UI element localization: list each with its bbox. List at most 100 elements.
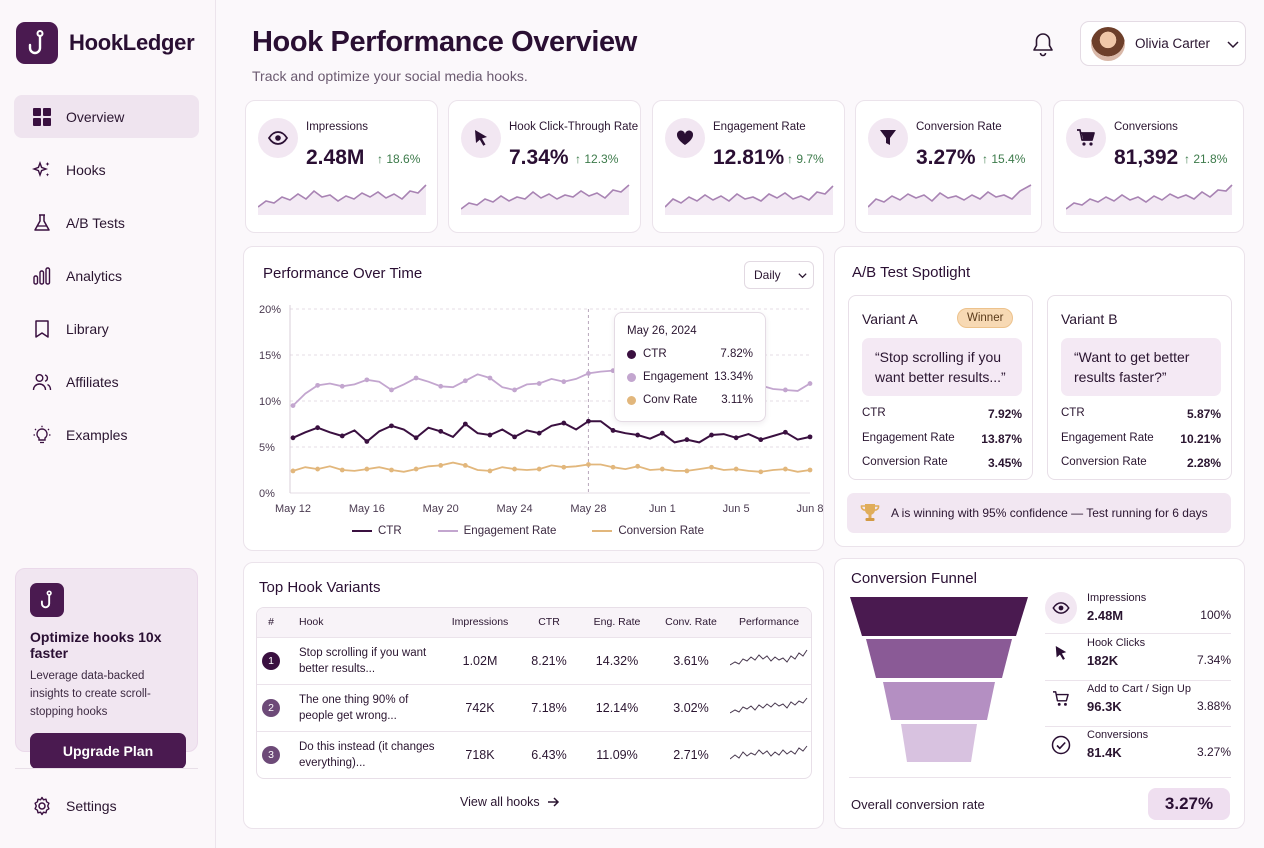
sidebar-item-label: Analytics <box>66 267 123 284</box>
variant-quote: “Want to get better results faster?” <box>1061 338 1221 396</box>
variant-a-card[interactable]: Variant A Winner “Stop scrolling if you … <box>848 295 1033 480</box>
conversion-dot <box>627 395 636 405</box>
sidebar-item-examples[interactable]: Examples <box>14 413 199 456</box>
data-point <box>561 379 567 385</box>
metric-value: 5.87% <box>1186 407 1221 421</box>
metric-value: 3.45% <box>987 456 1022 470</box>
legend-item-engagement[interactable]: Engagement Rate <box>437 525 556 537</box>
performance-cell <box>727 731 811 778</box>
funnel-stage-conversions[interactable] <box>901 724 977 762</box>
data-point <box>709 432 714 438</box>
table-row[interactable]: 1 Stop scrolling if you want better resu… <box>257 637 811 685</box>
cursor-icon <box>1045 637 1077 669</box>
kpi-label: Conversion Rate <box>916 121 1002 133</box>
performance-cell <box>727 637 811 685</box>
users-icon <box>32 373 52 390</box>
funnel-value: 182K <box>1087 653 1119 668</box>
range-select[interactable]: Daily <box>744 261 814 289</box>
column-header[interactable]: Conv. Rate <box>655 608 727 638</box>
kpi-change: ↑ 9.7% <box>787 152 824 166</box>
arrow-right-icon <box>547 797 559 807</box>
ctr-cell: 8.21% <box>519 637 579 685</box>
funnel-stage-hook-clicks[interactable] <box>866 639 1012 678</box>
upgrade-title: Optimize hooks 10x faster <box>30 629 162 661</box>
gear-icon <box>34 796 50 816</box>
metric-value: 2.28% <box>1186 456 1221 470</box>
column-header[interactable]: Eng. Rate <box>579 608 655 638</box>
sidebar-item-label: Hooks <box>66 161 106 178</box>
kpi-change-value: 12.3% <box>584 152 619 166</box>
column-header[interactable]: CTR <box>519 608 579 638</box>
column-header[interactable]: Hook <box>285 608 441 638</box>
sidebar-item-analytics[interactable]: Analytics <box>14 254 199 297</box>
kpi-card-conversions[interactable]: Conversions 81,392 ↑ 21.8% <box>1053 100 1244 233</box>
funnel-row-hook-clicks[interactable]: Hook Clicks 182K 7.34% <box>1045 635 1231 681</box>
lightbulb-icon <box>33 425 51 443</box>
tooltip-label: Engagement <box>643 371 709 383</box>
kpi-change-value: 18.6% <box>386 152 421 166</box>
funnel-stage-impressions[interactable] <box>850 597 1028 636</box>
view-all-hooks-link[interactable]: View all hooks <box>460 795 560 809</box>
metric-label: Engagement Rate <box>862 432 955 444</box>
legend-item-conversion[interactable]: Conversion Rate <box>592 525 704 537</box>
hook-logo-icon <box>30 583 64 617</box>
table-row[interactable]: 2 The one thing 90% of people get wrong.… <box>257 684 811 732</box>
kpi-change: ↑ 18.6% <box>377 152 421 166</box>
sidebar-item-ab-tests[interactable]: A/B Tests <box>14 201 199 244</box>
data-point <box>684 468 690 474</box>
data-point <box>782 387 788 393</box>
upgrade-text: Leverage data-backed insights to create … <box>30 670 151 718</box>
user-menu[interactable]: Olivia Carter <box>1080 21 1246 66</box>
divider <box>849 777 1231 778</box>
kpi-label: Hook Click-Through Rate <box>509 121 639 133</box>
funnel-row-conversions[interactable]: Conversions 81.4K 3.27% <box>1045 727 1231 767</box>
data-point <box>512 387 517 393</box>
metric-row: Engagement Rate 13.87% <box>862 432 1022 446</box>
section-title: Performance Over Time <box>263 265 423 282</box>
data-point <box>364 377 370 383</box>
funnel-row-add-to-cart[interactable]: Add to Cart / Sign Up 96.3K 3.88% <box>1045 681 1231 727</box>
kpi-card-engagement[interactable]: Engagement Rate 12.81% ↑ 9.7% <box>652 100 845 233</box>
kpi-value: 7.34% <box>509 146 569 169</box>
kpi-card-conversion-rate[interactable]: Conversion Rate 3.27% ↑ 15.4% <box>855 100 1042 233</box>
sidebar-item-label: Affiliates <box>66 373 119 390</box>
kpi-change: ↑ 12.3% <box>575 152 619 166</box>
data-point <box>635 432 641 438</box>
sidebar-item-settings[interactable]: Settings <box>32 796 117 816</box>
sidebar-item-overview[interactable]: Overview <box>14 95 199 138</box>
sidebar-item-hooks[interactable]: Hooks <box>14 148 199 191</box>
kpi-card-impressions[interactable]: Impressions 2.48M ↑ 18.6% <box>245 100 438 233</box>
chart-tooltip: May 26, 2024 CTR 7.82% Engagement 13.34% C… <box>614 312 766 422</box>
kpi-value: 12.81% <box>713 146 785 169</box>
metric-row: Engagement Rate 10.21% <box>1061 432 1221 446</box>
kpi-card-ctr[interactable]: Hook Click-Through Rate 7.34% ↑ 12.3% <box>448 100 641 233</box>
settings-label: Settings <box>66 798 117 814</box>
kpi-change: ↑ 21.8% <box>1184 152 1228 166</box>
performance-line-chart[interactable]: 0% 5% 10% 15% 20% May 12 May 16 May 20 May 24 May… <box>244 247 823 517</box>
notification-bell-icon[interactable] <box>1031 31 1055 62</box>
data-point <box>586 418 591 424</box>
data-point <box>512 466 517 472</box>
kpi-change: ↑ 15.4% <box>982 152 1026 166</box>
data-point <box>807 381 813 386</box>
data-point <box>290 435 296 441</box>
funnel-row-impressions[interactable]: Impressions 2.48M 100% <box>1045 590 1231 634</box>
variant-b-card[interactable]: Variant B “Want to get better results fa… <box>1047 295 1232 480</box>
check-circle-icon <box>1045 729 1077 761</box>
table-row[interactable]: 3 Do this instead (it changes everything… <box>257 731 811 778</box>
legend-item-ctr[interactable]: CTR <box>352 525 402 537</box>
data-point <box>389 423 394 429</box>
upgrade-plan-button[interactable]: Upgrade Plan <box>30 733 186 769</box>
legend-label: Conversion Rate <box>618 525 704 537</box>
funnel-stage-add-to-cart[interactable] <box>883 682 995 720</box>
data-point <box>659 430 665 436</box>
range-select-value: Daily <box>754 268 781 282</box>
logo[interactable]: HookLedger <box>16 22 195 64</box>
column-header[interactable]: Impressions <box>441 608 519 638</box>
data-point <box>315 466 321 472</box>
sidebar-item-library[interactable]: Library <box>14 307 199 350</box>
performance-cell <box>727 684 811 732</box>
section-title: Top Hook Variants <box>259 579 381 596</box>
tooltip-label: CTR <box>643 348 667 360</box>
sidebar-item-affiliates[interactable]: Affiliates <box>14 360 199 403</box>
